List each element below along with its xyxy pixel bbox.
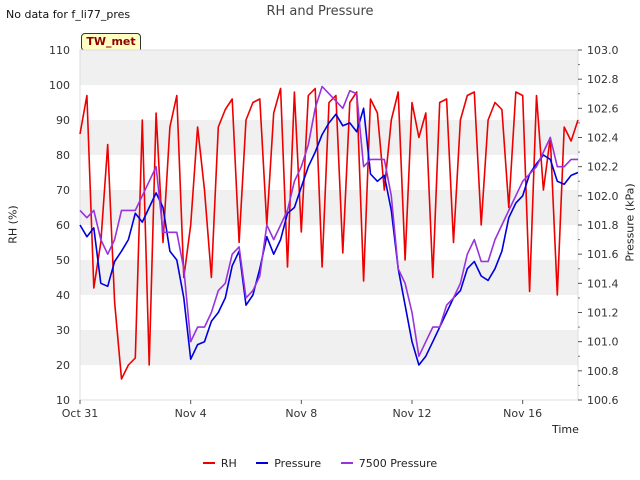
y-tick-label-left: 60 xyxy=(56,219,70,232)
y-tick-label-right: 102.0 xyxy=(587,190,619,203)
y-tick-label-left: 80 xyxy=(56,149,70,162)
y-tick-label-left: 40 xyxy=(56,289,70,302)
y-tick-label-right: 101.6 xyxy=(587,248,619,261)
y-tick-label-right: 103.0 xyxy=(587,44,619,57)
chart-title: RH and Pressure xyxy=(266,4,374,19)
legend-swatch-rh xyxy=(202,462,215,464)
grid-bands xyxy=(79,49,579,401)
grid-band xyxy=(80,50,578,85)
y-tick-label-right: 100.6 xyxy=(587,394,619,407)
series-lines xyxy=(79,85,579,380)
series-line-pressure xyxy=(79,107,579,366)
y-tick-label-left: 70 xyxy=(56,184,70,197)
legend: RH Pressure 7500 Pressure xyxy=(0,454,640,470)
y-tick-label-left: 20 xyxy=(56,359,70,372)
no-data-note: No data for f_li77_pres xyxy=(6,8,131,21)
grid-band xyxy=(80,260,578,295)
y-tick-label-right: 101.0 xyxy=(587,336,619,349)
series-line-rh xyxy=(79,87,579,380)
y-tick-label-right: 101.8 xyxy=(587,219,619,232)
x-tick-label: Nov 4 xyxy=(175,407,207,420)
y-tick-label-left: 90 xyxy=(56,114,70,127)
x-tick-label: Nov 8 xyxy=(285,407,317,420)
y-tick-label-right: 101.4 xyxy=(587,277,619,290)
x-tick-label: Oct 31 xyxy=(62,407,99,420)
x-tick-label: Nov 16 xyxy=(503,407,542,420)
legend-item-7500-pressure[interactable]: 7500 Pressure xyxy=(340,456,438,470)
y-axis-label-right: Pressure (kPa) xyxy=(623,183,637,262)
y-tick-label-right: 102.6 xyxy=(587,102,619,115)
y-tick-label-left: 100 xyxy=(49,79,70,92)
grid-band xyxy=(80,120,578,155)
site-badge: TW_met xyxy=(81,33,141,51)
series-line-7500-pressure xyxy=(79,85,578,357)
legend-swatch-pressure xyxy=(256,462,269,464)
legend-label-rh: RH xyxy=(220,456,237,470)
legend-item-rh[interactable]: RH xyxy=(202,456,237,470)
grid-band xyxy=(80,330,578,365)
y-ticks-right: 100.6 100.8 101.0 101.2 101.4 101.6 101.8 102.0… xyxy=(578,44,619,407)
legend-label-pressure: Pressure xyxy=(274,456,322,470)
y-tick-label-left: 110 xyxy=(49,44,70,57)
y-tick-label-left: 10 xyxy=(56,394,70,407)
y-tick-label-right: 100.8 xyxy=(587,365,619,378)
y-tick-label-right: 102.4 xyxy=(587,132,619,145)
y-tick-label-right: 102.8 xyxy=(587,73,619,86)
legend-swatch-7500-pressure xyxy=(340,462,353,464)
y-tick-label-right: 101.2 xyxy=(587,307,619,320)
y-tick-label-left: 30 xyxy=(56,324,70,337)
y-axis-label-left: RH (%) xyxy=(6,205,20,244)
x-tick-label: Nov 12 xyxy=(393,407,432,420)
y-ticks-left: 10 20 30 40 50 60 70 80 90 100 110 xyxy=(49,44,70,407)
x-axis-label: Time xyxy=(552,423,579,436)
y-tick-label-right: 102.2 xyxy=(587,161,619,174)
legend-item-pressure[interactable]: Pressure xyxy=(256,457,321,470)
y-tick-label-left: 50 xyxy=(56,254,70,267)
legend-label-7500-pressure: 7500 Pressure xyxy=(358,456,438,470)
x-ticks: Oct 31 Nov 4 Nov 8 Nov 12 Nov 16 xyxy=(62,400,542,420)
